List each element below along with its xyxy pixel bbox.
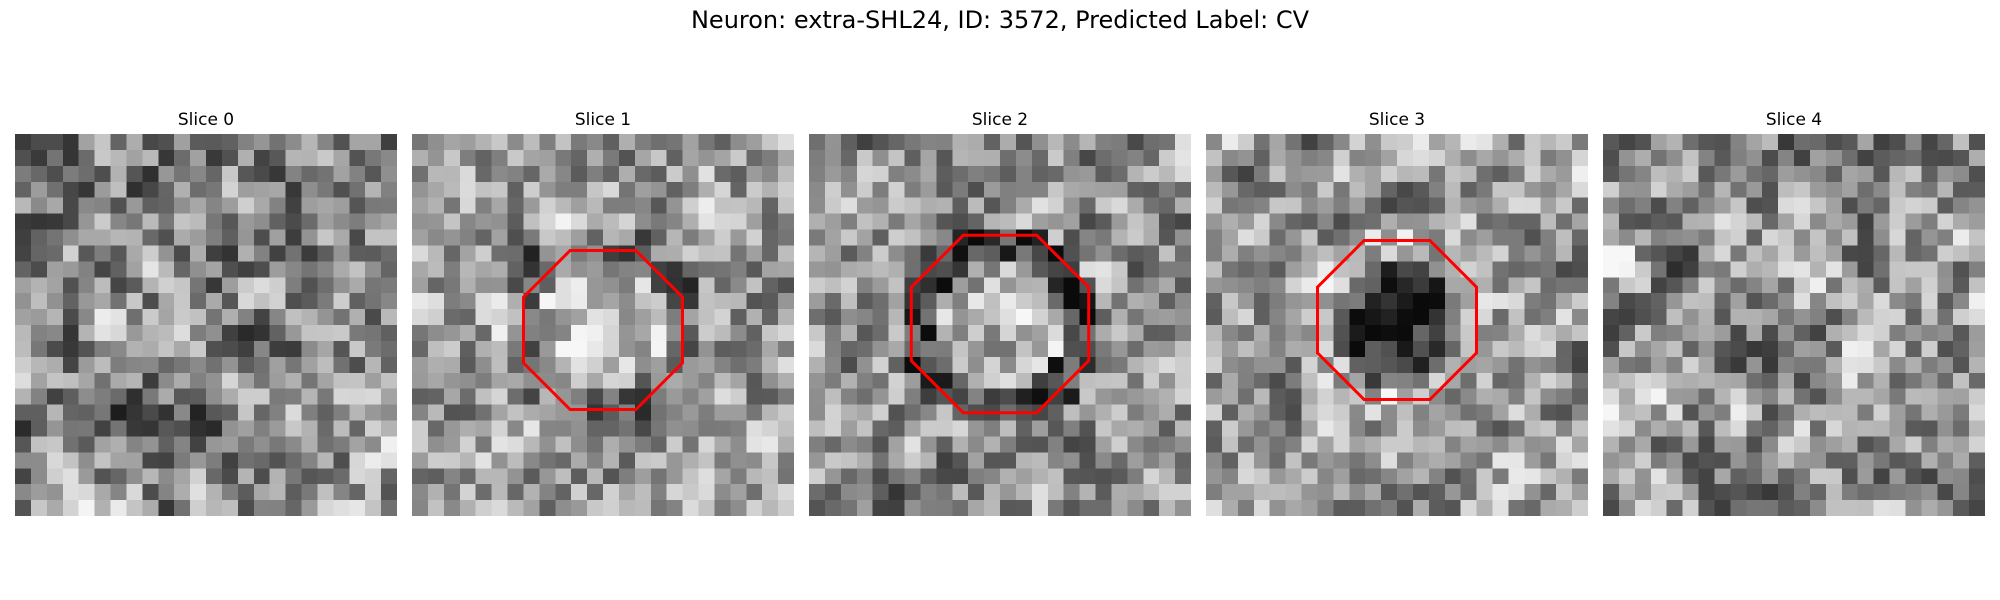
slice-panel-0: Slice 0 bbox=[15, 108, 397, 516]
slice-title: Slice 3 bbox=[1368, 110, 1426, 130]
slice-image bbox=[1206, 134, 1588, 516]
slice-panel-4: Slice 4 bbox=[1603, 108, 1985, 516]
slice-image bbox=[412, 134, 794, 516]
slice-panel-1: Slice 1 bbox=[412, 108, 794, 516]
slice-image bbox=[809, 134, 1191, 516]
slice-pixels bbox=[412, 134, 794, 516]
slice-pixels bbox=[809, 134, 1191, 516]
slice-title: Slice 1 bbox=[574, 110, 632, 130]
contour-outline bbox=[522, 249, 684, 411]
contour-outline bbox=[1316, 239, 1478, 401]
figure-title: Neuron: extra-SHL24, ID: 3572, Predicted… bbox=[690, 6, 1310, 34]
slice-image bbox=[15, 134, 397, 516]
slice-title: Slice 4 bbox=[1765, 110, 1823, 130]
slice-title: Slice 0 bbox=[177, 110, 235, 130]
slice-title: Slice 2 bbox=[971, 110, 1029, 130]
slice-pixels bbox=[1206, 134, 1588, 516]
slice-panel-2: Slice 2 bbox=[809, 108, 1191, 516]
contour-outline bbox=[909, 233, 1091, 415]
slice-pixels bbox=[15, 134, 397, 516]
slice-panel-3: Slice 3 bbox=[1206, 108, 1588, 516]
slice-pixels bbox=[1603, 134, 1985, 516]
slice-image bbox=[1603, 134, 1985, 516]
